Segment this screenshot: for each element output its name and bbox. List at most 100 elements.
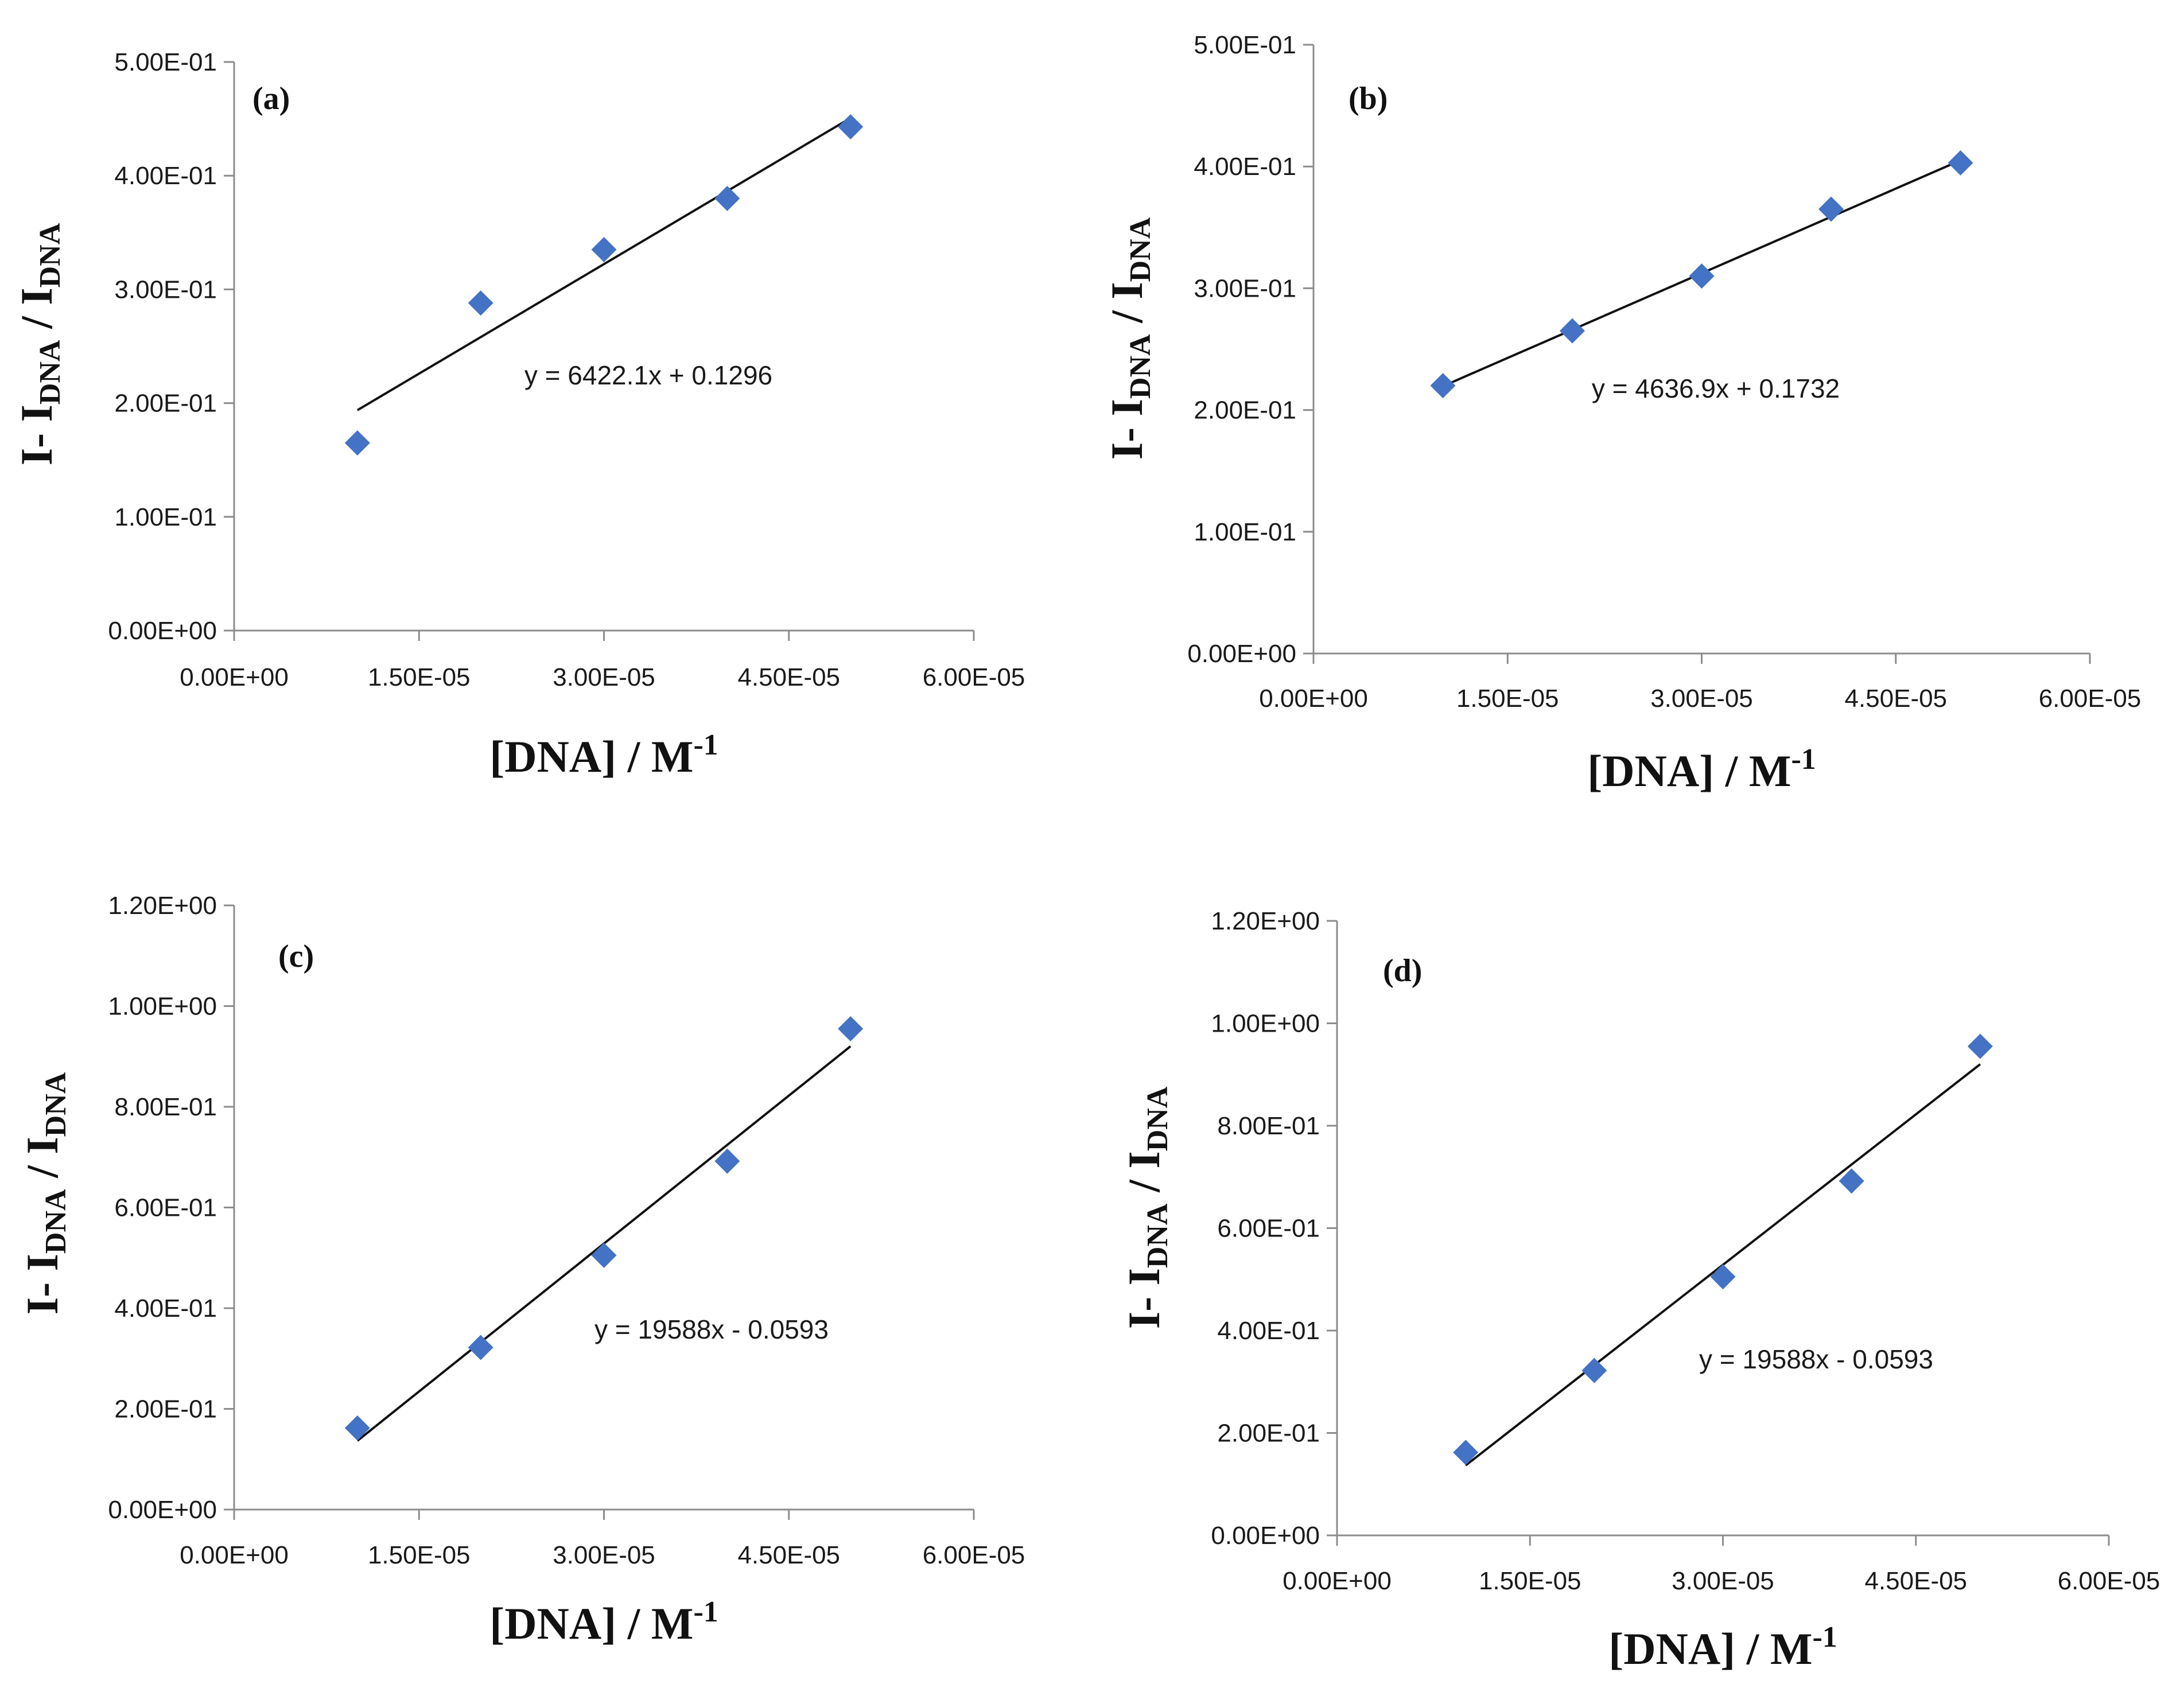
y-tick-label: 1.00E-01 [114, 503, 217, 531]
trendline-equation: y = 19588x - 0.0593 [1699, 1344, 1933, 1374]
y-axis-title: I- IDNA / IDNA [11, 223, 67, 465]
data-point [838, 1016, 864, 1041]
x-axis-title: [DNA] / M-1 [1587, 743, 1816, 796]
y-axis-title-subscript: DNA [34, 223, 67, 287]
y-tick-label: 4.00E-01 [1194, 153, 1296, 181]
y-tick-label: 1.20E+00 [1211, 907, 1320, 935]
data-point [1948, 150, 1973, 176]
data-point [1430, 373, 1456, 399]
y-tick-label: 4.00E-01 [114, 1294, 217, 1323]
data-point [1689, 263, 1715, 289]
y-axis-title-part: / I [11, 287, 61, 340]
trendline-equation: y = 19588x - 0.0593 [594, 1314, 829, 1344]
x-tick-label: 0.00E+00 [180, 1541, 289, 1569]
x-axis-title-main: [DNA] / M [489, 732, 693, 781]
x-tick-label: 6.00E-05 [923, 663, 1025, 691]
y-axis-title: I- IDNA / IDNA [1102, 217, 1157, 460]
x-tick-label: 0.00E+00 [1283, 1567, 1392, 1595]
x-axis-title-main: [DNA] / M [1587, 746, 1791, 796]
x-axis-title-superscript: -1 [1812, 1621, 1837, 1654]
data-point [1560, 318, 1585, 344]
x-axis-title-superscript: -1 [693, 1596, 718, 1628]
panel-label: (b) [1349, 81, 1388, 116]
y-axis-title-subscript: DNA [1124, 334, 1157, 399]
y-tick-label: 2.00E-01 [1217, 1419, 1320, 1448]
y-tick-label: 8.00E-01 [114, 1093, 217, 1121]
data-point [714, 185, 740, 211]
x-tick-label: 1.50E-05 [368, 1541, 471, 1569]
x-axis-title-main: [DNA] / M [489, 1598, 693, 1648]
data-point [1818, 196, 1844, 222]
y-axis-title: I- IDNA / IDNA [17, 1072, 72, 1314]
y-tick-label: 2.00E-01 [1194, 396, 1296, 425]
x-axis-title: [DNA] / M-1 [489, 729, 718, 781]
chart-panel-1: 0.00E+00 1.00E-01 2.00E-01 3.00E-01 4.00E-01… [11, 48, 1025, 781]
y-tick-label: 8.00E-01 [1217, 1112, 1320, 1140]
y-axis-title-part: / I [17, 1137, 67, 1189]
x-tick-label: 3.00E-05 [553, 1541, 655, 1569]
x-tick-label: 6.00E-05 [2058, 1567, 2160, 1595]
x-tick-label: 0.00E+00 [1259, 684, 1368, 713]
y-axis-title-subscript: DNA [40, 1072, 72, 1137]
y-tick-label: 0.00E+00 [1211, 1522, 1320, 1550]
x-tick-label: 4.50E-05 [737, 1541, 840, 1569]
x-axis-title-superscript: -1 [1791, 743, 1816, 776]
x-tick-label: 3.00E-05 [1650, 684, 1753, 713]
y-tick-label: 2.00E-01 [114, 1395, 217, 1423]
x-axis-title-superscript: -1 [693, 729, 718, 761]
y-tick-label: 5.00E-01 [1194, 31, 1296, 59]
chart-panel-2: 0.00E+00 1.00E-01 2.00E-01 3.00E-01 4.00E-01… [1102, 31, 2141, 796]
data-point [1967, 1033, 1993, 1059]
data-point [344, 430, 370, 456]
y-tick-label: 6.00E-01 [114, 1194, 217, 1222]
x-tick-label: 1.50E-05 [368, 663, 471, 691]
y-tick-label: 3.00E-01 [1194, 274, 1296, 302]
y-axis-title-part: I- I [17, 1254, 67, 1314]
x-tick-label: 6.00E-05 [2039, 684, 2142, 713]
y-axis-title-subscript: DNA [1141, 1086, 1174, 1151]
panel-label: (d) [1383, 953, 1422, 989]
y-axis-title-subscript: DNA [1124, 217, 1157, 282]
y-axis-title-part: / I [1119, 1151, 1169, 1203]
y-tick-label: 3.00E-01 [114, 275, 217, 304]
panel-label: (c) [278, 939, 314, 974]
trendline-equation: y = 6422.1x + 0.1296 [524, 360, 772, 390]
y-tick-label: 4.00E-01 [114, 162, 217, 190]
y-axis-title-part: I- I [1102, 399, 1152, 460]
y-axis-title-part: / I [1102, 282, 1152, 334]
y-tick-label: 0.00E+00 [108, 617, 217, 645]
y-axis-title-subscript: DNA [1141, 1203, 1174, 1268]
data-point [344, 1415, 370, 1441]
y-axis-title-subscript: DNA [34, 340, 67, 405]
data-point [714, 1148, 740, 1174]
x-tick-label: 4.50E-05 [737, 663, 840, 691]
y-tick-label: 0.00E+00 [1187, 640, 1296, 668]
x-axis-title: [DNA] / M-1 [489, 1596, 718, 1648]
trendline [356, 116, 852, 411]
x-tick-label: 3.00E-05 [553, 663, 655, 691]
x-tick-label: 4.50E-05 [1864, 1567, 1967, 1595]
y-tick-label: 0.00E+00 [108, 1496, 217, 1524]
x-tick-label: 1.50E-05 [1456, 684, 1559, 713]
y-axis-title-part: I- I [11, 405, 61, 465]
trendline-equation: y = 4636.9x + 0.1732 [1592, 374, 1840, 403]
data-point [468, 290, 493, 316]
x-tick-label: 3.00E-05 [1672, 1567, 1774, 1595]
y-axis-title-subscript: DNA [40, 1189, 72, 1254]
y-axis-title: I- IDNA / IDNA [1119, 1086, 1174, 1329]
y-tick-label: 1.00E-01 [1194, 518, 1296, 546]
chart-panel-4: 0.00E+00 2.00E-01 4.00E-01 6.00E-01 8.00E-01… [1119, 907, 2160, 1674]
data-point [1710, 1264, 1736, 1290]
data-point [468, 1335, 493, 1360]
y-tick-label: 5.00E-01 [114, 48, 217, 76]
data-point [591, 237, 617, 263]
x-tick-label: 6.00E-05 [923, 1541, 1025, 1569]
y-tick-label: 1.00E+00 [1211, 1010, 1320, 1038]
y-tick-label: 4.00E-01 [1217, 1317, 1320, 1345]
data-point [1839, 1168, 1864, 1194]
x-axis-title-main: [DNA] / M [1608, 1624, 1812, 1674]
y-tick-label: 2.00E-01 [114, 390, 217, 418]
y-axis-title-part: I- I [1119, 1268, 1169, 1329]
data-point [838, 114, 864, 139]
